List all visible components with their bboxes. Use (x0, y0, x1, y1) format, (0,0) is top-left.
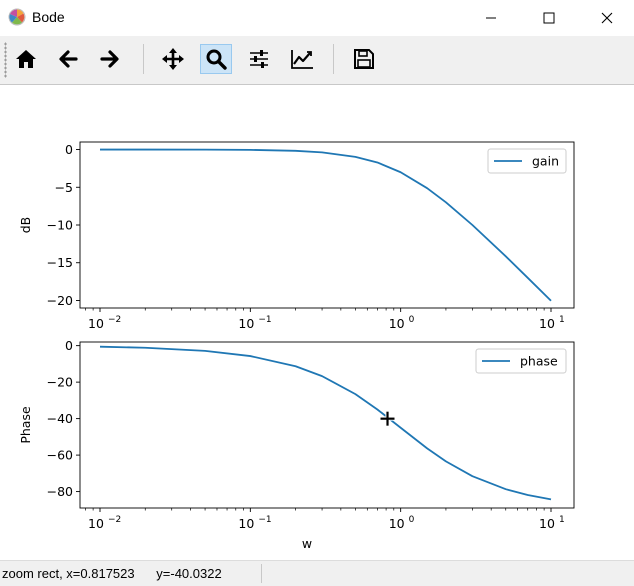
y-tick-label: 0 (65, 142, 73, 157)
sliders-icon (250, 50, 268, 68)
pan-button[interactable] (157, 44, 189, 74)
y-tick-label: −10 (47, 218, 73, 233)
x-tick-label: 10 (88, 316, 104, 331)
back-button[interactable] (52, 44, 84, 74)
y-axis-label: dB (18, 217, 33, 234)
x-tick-label: 10 (88, 516, 104, 531)
legend-frame (487, 148, 567, 174)
matplotlib-logo-icon (8, 8, 26, 26)
save-button[interactable] (348, 44, 380, 74)
x-tick-label: 10 (539, 516, 555, 531)
y-tick-label: −60 (47, 448, 73, 463)
legend: phase (475, 348, 567, 374)
close-button[interactable] (578, 0, 634, 36)
maximize-button[interactable] (520, 0, 578, 36)
x-tick-label: 10 (539, 316, 555, 331)
series-line-phase (99, 345, 552, 501)
legend-label: phase (520, 354, 558, 369)
axes-gain: 0 −5 −10 −15 −20 10 −2 10 −1 10 0 10 1 dB gain (18, 141, 575, 331)
zoom-button[interactable] (200, 44, 232, 74)
move-icon (162, 48, 184, 70)
y-tick-label: −5 (55, 180, 73, 195)
status-separator (261, 564, 262, 583)
floppy-disk-icon (354, 49, 374, 69)
minimize-button[interactable] (462, 0, 520, 36)
status-message: zoom rect, x=0.817523 y=-40.0322 (2, 566, 222, 581)
edit-axes-button[interactable] (286, 44, 318, 74)
crosshair-cursor-icon (379, 410, 396, 427)
arrow-left-icon (59, 50, 78, 68)
legend: gain (487, 148, 567, 174)
y-tick-label: −20 (47, 293, 73, 308)
y-tick-label: −20 (47, 375, 73, 390)
navigation-toolbar (0, 36, 634, 85)
maximize-icon (543, 12, 555, 24)
x-tick-exponent: 0 (409, 315, 415, 325)
toolbar-separator (333, 44, 334, 74)
x-tick-label: 10 (238, 316, 254, 331)
legend-frame (475, 348, 567, 374)
home-button[interactable] (10, 44, 42, 74)
x-axis-label: w (302, 536, 312, 551)
window-title: Bode (32, 9, 65, 25)
close-icon (601, 12, 613, 24)
x-tick-label: 10 (238, 516, 254, 531)
magnifier-icon (206, 49, 227, 70)
x-tick-exponent: −1 (258, 315, 271, 325)
y-tick-label: −15 (47, 255, 73, 270)
y-tick-label: −80 (47, 484, 73, 499)
toolbar-separator (143, 44, 144, 74)
y-tick-label: 0 (65, 338, 73, 353)
y-tick-label: −40 (47, 411, 73, 426)
x-tick-label: 10 (389, 316, 405, 331)
home-icon (16, 50, 36, 68)
x-tick-exponent: 0 (409, 515, 415, 525)
legend-label: gain (532, 154, 559, 169)
axes-phase: 0 −20 −40 −60 −80 10 −2 10 −1 10 0 10 1 Phase w phase (18, 338, 575, 551)
arrow-right-icon (100, 50, 119, 68)
status-bar: zoom rect, x=0.817523 y=-40.0322 (0, 560, 634, 586)
forward-button[interactable] (94, 44, 126, 74)
x-tick-label: 10 (389, 516, 405, 531)
y-axis-label: Phase (18, 406, 33, 444)
toolbar-grip[interactable] (4, 42, 7, 78)
line-chart-icon (291, 50, 313, 69)
series-line-gain (99, 148, 552, 302)
x-tick-exponent: −2 (108, 515, 121, 525)
x-tick-exponent: 1 (559, 315, 565, 325)
x-tick-exponent: −2 (108, 315, 121, 325)
configure-subplots-button[interactable] (243, 44, 275, 74)
minimize-icon (486, 17, 496, 19)
figure-canvas[interactable]: 0 −5 −10 −15 −20 10 −2 10 −1 10 0 10 1 dB gain 0 −20 −40−… (0, 85, 634, 560)
x-tick-exponent: −1 (258, 515, 271, 525)
axes-frame (79, 141, 575, 309)
x-tick-exponent: 1 (559, 515, 565, 525)
title-bar: Bode (0, 0, 634, 36)
